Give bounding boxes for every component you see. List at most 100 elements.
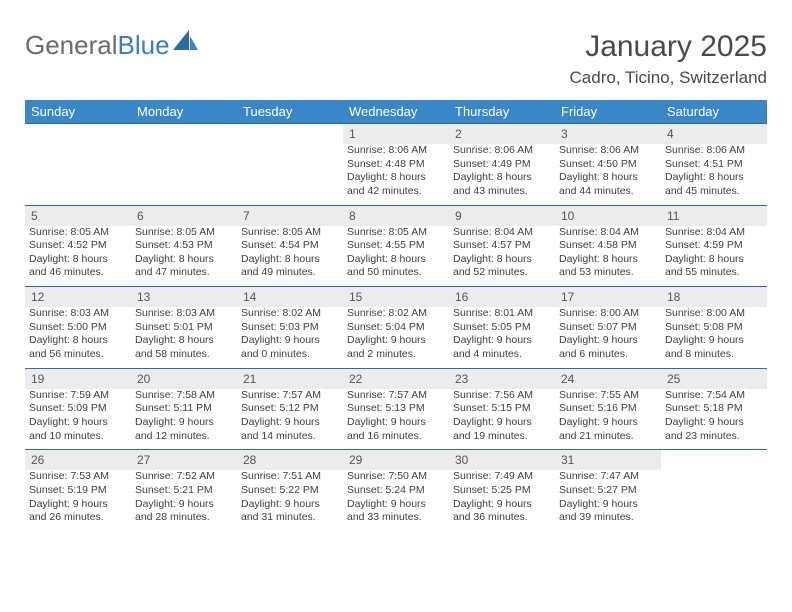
day-number-cell: 28: [237, 450, 343, 471]
day-number-cell: [131, 124, 237, 145]
day-info-cell: Sunrise: 7:52 AMSunset: 5:21 PMDaylight:…: [131, 470, 237, 531]
day-number-cell: 20: [131, 368, 237, 389]
day-number-cell: 17: [555, 287, 661, 308]
day-info-cell: Sunrise: 8:05 AMSunset: 4:52 PMDaylight:…: [25, 226, 131, 287]
day-info-cell: Sunrise: 8:02 AMSunset: 5:03 PMDaylight:…: [237, 307, 343, 368]
sunrise-label: Sunrise:: [665, 389, 704, 401]
sunset-label: Sunset:: [453, 158, 489, 170]
daynum-row: 262728293031: [25, 450, 767, 471]
day-number-cell: 26: [25, 450, 131, 471]
day-info-cell: Sunrise: 8:04 AMSunset: 4:58 PMDaylight:…: [555, 226, 661, 287]
daylight-label: Daylight:: [347, 171, 388, 183]
daylight-label: Daylight:: [241, 416, 282, 428]
day-info-cell: Sunrise: 8:03 AMSunset: 5:00 PMDaylight:…: [25, 307, 131, 368]
sunrise-label: Sunrise:: [29, 307, 68, 319]
day-number-cell: [25, 124, 131, 145]
daylight-label: Daylight:: [453, 171, 494, 183]
sunrise-label: Sunrise:: [453, 389, 492, 401]
sunrise-label: Sunrise:: [347, 144, 386, 156]
sunset-label: Sunset:: [29, 402, 65, 414]
daylight-label: Daylight:: [135, 498, 176, 510]
day-info-cell: Sunrise: 7:53 AMSunset: 5:19 PMDaylight:…: [25, 470, 131, 531]
day-info-cell: [131, 144, 237, 205]
day-number-cell: 31: [555, 450, 661, 471]
sunset-label: Sunset:: [559, 158, 595, 170]
day-number-cell: 4: [661, 124, 767, 145]
weekday-header: Wednesday: [343, 100, 449, 124]
calendar-body: 1234Sunrise: 8:06 AMSunset: 4:48 PMDayli…: [25, 124, 767, 531]
day-number-cell: 30: [449, 450, 555, 471]
day-number-cell: 6: [131, 205, 237, 226]
week-info-row: Sunrise: 7:53 AMSunset: 5:19 PMDaylight:…: [25, 470, 767, 531]
daylight-label: Daylight:: [241, 498, 282, 510]
sunset-label: Sunset:: [665, 158, 701, 170]
daylight-label: Daylight:: [559, 416, 600, 428]
daylight-label: Daylight:: [347, 416, 388, 428]
day-number-cell: 12: [25, 287, 131, 308]
daylight-label: Daylight:: [347, 253, 388, 265]
day-info-cell: Sunrise: 8:06 AMSunset: 4:50 PMDaylight:…: [555, 144, 661, 205]
daylight-label: Daylight:: [559, 334, 600, 346]
sunset-label: Sunset:: [135, 402, 171, 414]
month-title: January 2025: [570, 30, 767, 64]
day-number-cell: 2: [449, 124, 555, 145]
day-number-cell: 22: [343, 368, 449, 389]
weekday-header: Tuesday: [237, 100, 343, 124]
week-info-row: Sunrise: 7:59 AMSunset: 5:09 PMDaylight:…: [25, 389, 767, 450]
daylight-label: Daylight:: [665, 253, 706, 265]
week-info-row: Sunrise: 8:05 AMSunset: 4:52 PMDaylight:…: [25, 226, 767, 287]
week-info-row: Sunrise: 8:03 AMSunset: 5:00 PMDaylight:…: [25, 307, 767, 368]
weekday-header: Saturday: [661, 100, 767, 124]
day-number-cell: 13: [131, 287, 237, 308]
day-number-cell: [661, 450, 767, 471]
week-info-row: Sunrise: 8:06 AMSunset: 4:48 PMDaylight:…: [25, 144, 767, 205]
sunset-label: Sunset:: [559, 402, 595, 414]
sunset-label: Sunset:: [135, 321, 171, 333]
day-number-cell: 9: [449, 205, 555, 226]
day-info-cell: Sunrise: 8:02 AMSunset: 5:04 PMDaylight:…: [343, 307, 449, 368]
sunrise-label: Sunrise:: [29, 470, 68, 482]
sunrise-label: Sunrise:: [241, 389, 280, 401]
sunrise-label: Sunrise:: [241, 307, 280, 319]
daylight-label: Daylight:: [559, 498, 600, 510]
day-number-cell: 27: [131, 450, 237, 471]
sunset-label: Sunset:: [241, 402, 277, 414]
sunrise-label: Sunrise:: [453, 226, 492, 238]
day-info-cell: Sunrise: 8:05 AMSunset: 4:53 PMDaylight:…: [131, 226, 237, 287]
sunset-label: Sunset:: [135, 484, 171, 496]
title-block: January 2025 Cadro, Ticino, Switzerland: [570, 30, 767, 88]
daylight-label: Daylight:: [559, 253, 600, 265]
day-number-cell: 1: [343, 124, 449, 145]
sunrise-label: Sunrise:: [135, 470, 174, 482]
sunrise-label: Sunrise:: [135, 307, 174, 319]
daylight-label: Daylight:: [29, 416, 70, 428]
day-number-cell: 7: [237, 205, 343, 226]
day-number-cell: [237, 124, 343, 145]
sunrise-label: Sunrise:: [453, 470, 492, 482]
sunset-label: Sunset:: [347, 239, 383, 251]
sunrise-label: Sunrise:: [453, 307, 492, 319]
day-info-cell: Sunrise: 7:57 AMSunset: 5:12 PMDaylight:…: [237, 389, 343, 450]
day-number-cell: 16: [449, 287, 555, 308]
day-number-cell: 19: [25, 368, 131, 389]
sunset-label: Sunset:: [559, 484, 595, 496]
sunrise-label: Sunrise:: [559, 307, 598, 319]
sunset-label: Sunset:: [29, 321, 65, 333]
day-info-cell: [25, 144, 131, 205]
sunset-label: Sunset:: [453, 239, 489, 251]
day-info-cell: Sunrise: 7:49 AMSunset: 5:25 PMDaylight:…: [449, 470, 555, 531]
daylight-label: Daylight:: [453, 253, 494, 265]
weekday-header-row: Sunday Monday Tuesday Wednesday Thursday…: [25, 100, 767, 124]
day-number-cell: 24: [555, 368, 661, 389]
weekday-header: Monday: [131, 100, 237, 124]
sunrise-label: Sunrise:: [347, 389, 386, 401]
day-info-cell: Sunrise: 7:50 AMSunset: 5:24 PMDaylight:…: [343, 470, 449, 531]
day-info-cell: Sunrise: 8:06 AMSunset: 4:51 PMDaylight:…: [661, 144, 767, 205]
sunset-label: Sunset:: [559, 239, 595, 251]
sunset-label: Sunset:: [665, 321, 701, 333]
daylight-label: Daylight:: [559, 171, 600, 183]
sunset-label: Sunset:: [559, 321, 595, 333]
day-number-cell: 21: [237, 368, 343, 389]
day-info-cell: Sunrise: 8:00 AMSunset: 5:07 PMDaylight:…: [555, 307, 661, 368]
sunrise-label: Sunrise:: [241, 470, 280, 482]
